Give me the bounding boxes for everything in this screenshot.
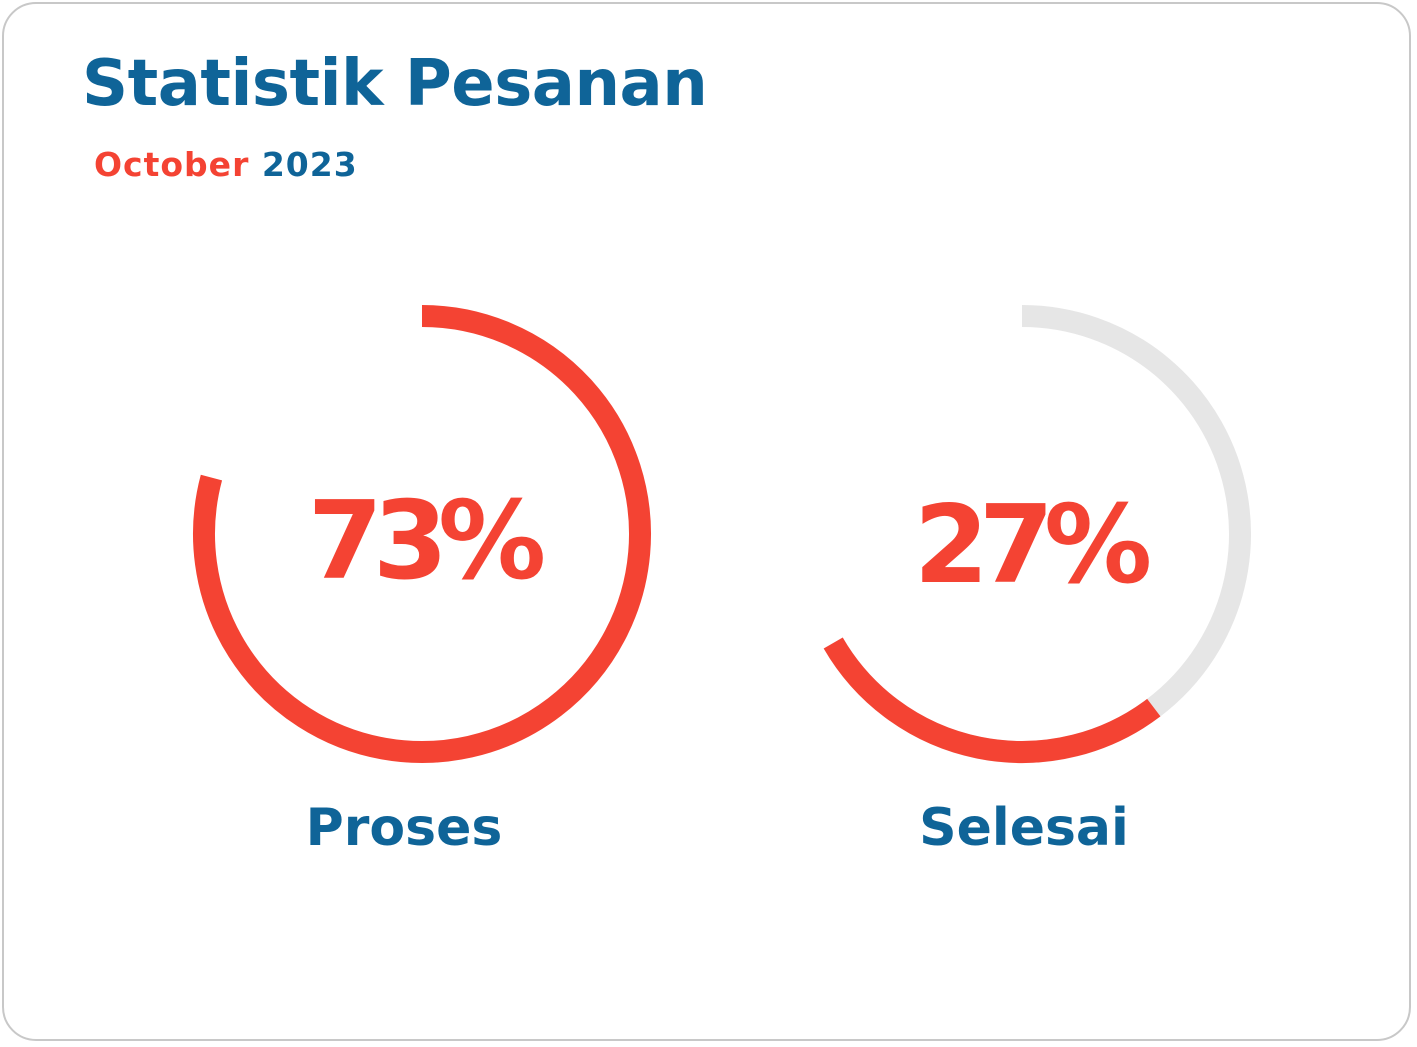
month-label: October — [94, 145, 250, 184]
gauge-value-proses: 73% — [308, 479, 543, 604]
period-subtitle: October 2023 — [94, 148, 358, 181]
gauge-arc-proses — [193, 305, 651, 763]
gauge-selesai: 27% Selesai — [823, 305, 1251, 858]
gauge-arc-selesai — [823, 637, 1161, 763]
gauge-label-selesai: Selesai — [919, 798, 1129, 858]
year-label: 2023 — [261, 145, 358, 184]
gauge-label-proses: Proses — [306, 798, 503, 858]
gauge-proses: 73% Proses — [193, 305, 651, 858]
gauge-value-selesai: 27% — [914, 483, 1149, 608]
page-title: Statistik Pesanan — [82, 47, 708, 121]
